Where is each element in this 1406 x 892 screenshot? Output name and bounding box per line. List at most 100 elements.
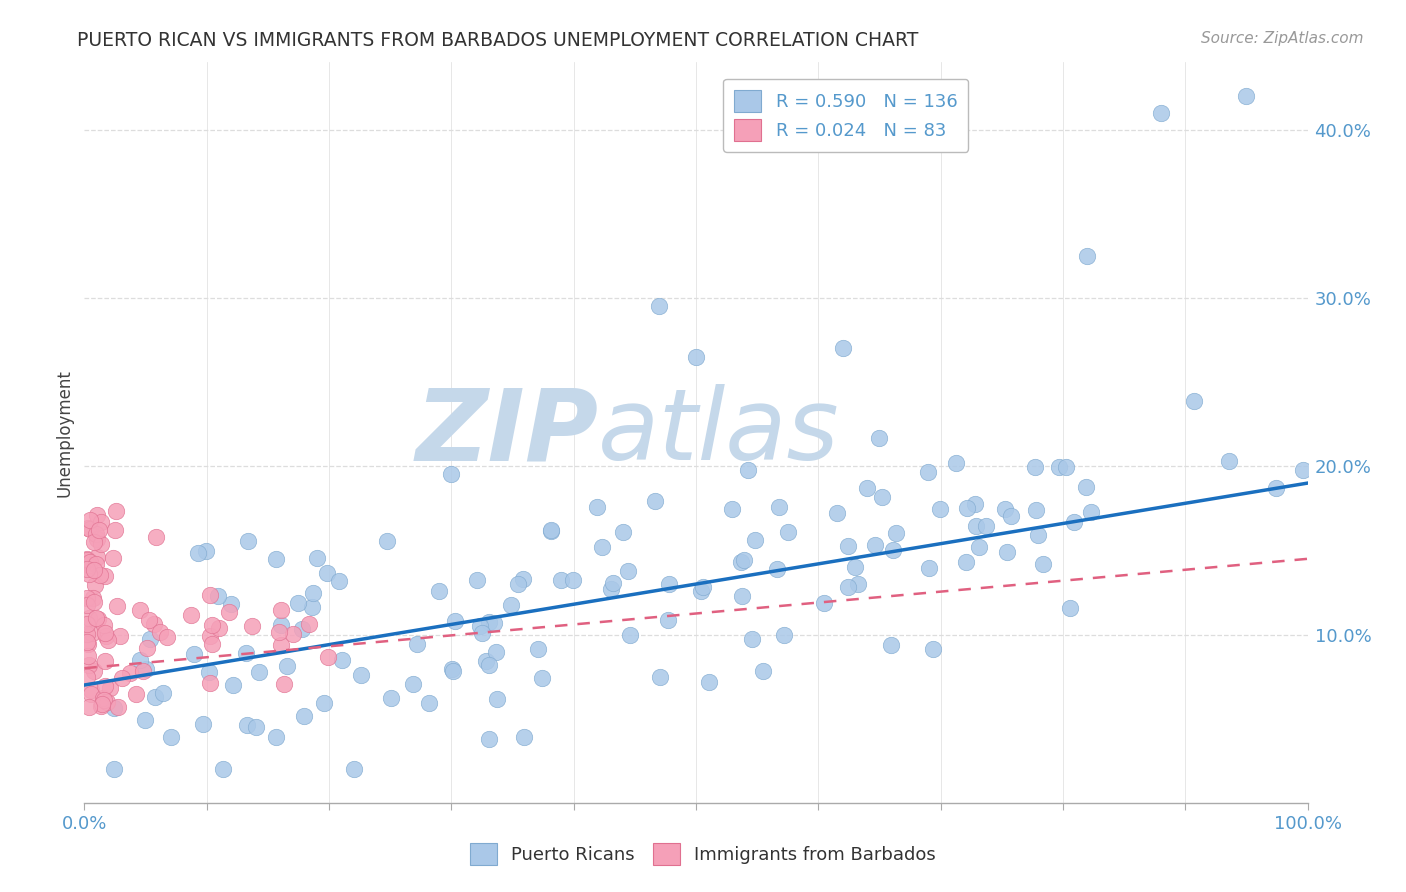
- Point: [863, 538, 886, 552]
- Point: [84, 610, 107, 624]
- Text: PUERTO RICAN VS IMMIGRANTS FROM BARBADOS UNEMPLOYMENT CORRELATION CHART: PUERTO RICAN VS IMMIGRANTS FROM BARBADOS…: [77, 31, 918, 50]
- Point: [187, 545, 209, 559]
- Point: [83, 578, 105, 592]
- Point: [270, 618, 292, 632]
- Point: [77, 558, 100, 573]
- Point: [1031, 557, 1053, 571]
- Point: [198, 676, 221, 690]
- Point: [884, 526, 907, 541]
- Point: [837, 580, 859, 594]
- Point: [427, 584, 450, 599]
- Point: [929, 502, 952, 516]
- Point: [730, 555, 752, 569]
- Point: [658, 576, 681, 591]
- Point: [93, 654, 115, 668]
- Point: [93, 691, 115, 706]
- Point: [76, 591, 98, 605]
- Point: [485, 645, 508, 659]
- Point: [1047, 459, 1070, 474]
- Point: [856, 481, 879, 495]
- Point: [96, 695, 118, 709]
- Legend: Puerto Ricans, Immigrants from Barbados: Puerto Ricans, Immigrants from Barbados: [463, 836, 943, 872]
- Point: [440, 662, 463, 676]
- Point: [90, 698, 112, 713]
- Point: [478, 615, 501, 630]
- Point: [287, 595, 309, 609]
- Point: [77, 521, 100, 535]
- Point: [90, 537, 112, 551]
- Point: [76, 670, 98, 684]
- Point: [298, 617, 321, 632]
- Point: [193, 716, 215, 731]
- Point: [207, 621, 229, 635]
- Point: [328, 574, 350, 589]
- Point: [84, 558, 107, 572]
- Point: [235, 646, 257, 660]
- Point: [135, 662, 157, 676]
- Point: [844, 559, 866, 574]
- Point: [314, 697, 336, 711]
- Point: [776, 524, 799, 539]
- Point: [531, 671, 554, 685]
- Point: [690, 584, 713, 599]
- Point: [221, 678, 243, 692]
- Point: [765, 562, 787, 576]
- Point: [751, 664, 773, 678]
- Point: [440, 467, 463, 481]
- Point: [87, 523, 110, 537]
- Point: [963, 496, 986, 510]
- Point: [868, 432, 890, 446]
- Point: [733, 553, 755, 567]
- Point: [737, 463, 759, 477]
- Point: [648, 300, 671, 314]
- Point: [76, 551, 98, 566]
- Point: [83, 563, 105, 577]
- Point: [402, 677, 425, 691]
- Point: [512, 572, 534, 586]
- Point: [1080, 505, 1102, 519]
- Point: [76, 553, 98, 567]
- Point: [104, 523, 127, 537]
- Point: [129, 602, 152, 616]
- Point: [720, 502, 742, 516]
- Point: [1218, 453, 1240, 467]
- Point: [249, 665, 271, 680]
- Point: [471, 626, 494, 640]
- Point: [599, 582, 621, 597]
- Point: [125, 687, 148, 701]
- Point: [921, 641, 943, 656]
- Point: [880, 638, 903, 652]
- Point: [1024, 459, 1046, 474]
- Point: [103, 701, 125, 715]
- Point: [1025, 503, 1047, 517]
- Point: [180, 607, 202, 622]
- Point: [80, 682, 103, 697]
- Text: ZIP: ZIP: [415, 384, 598, 481]
- Point: [235, 718, 257, 732]
- Point: [276, 658, 298, 673]
- Point: [586, 500, 609, 514]
- Point: [441, 664, 464, 678]
- Point: [159, 730, 181, 744]
- Point: [650, 670, 672, 684]
- Point: [84, 527, 107, 541]
- Point: [1076, 480, 1098, 494]
- Point: [110, 629, 132, 643]
- Point: [97, 632, 120, 647]
- Point: [240, 619, 263, 633]
- Point: [77, 700, 100, 714]
- Point: [418, 696, 440, 710]
- Point: [380, 691, 402, 706]
- Point: [540, 524, 562, 538]
- Point: [83, 595, 105, 609]
- Point: [846, 576, 869, 591]
- Point: [76, 627, 98, 641]
- Point: [837, 539, 859, 553]
- Point: [465, 574, 488, 588]
- Point: [685, 350, 707, 364]
- Point: [77, 649, 100, 664]
- Point: [76, 562, 98, 576]
- Point: [129, 653, 152, 667]
- Point: [1182, 393, 1205, 408]
- Point: [89, 568, 111, 582]
